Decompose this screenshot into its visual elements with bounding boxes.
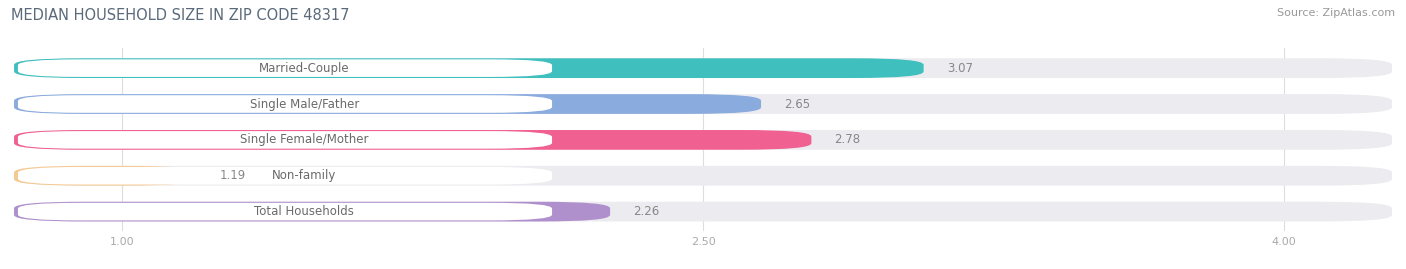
- FancyBboxPatch shape: [18, 167, 553, 185]
- FancyBboxPatch shape: [18, 131, 553, 149]
- FancyBboxPatch shape: [14, 58, 924, 78]
- Text: Single Male/Father: Single Male/Father: [250, 98, 359, 111]
- FancyBboxPatch shape: [14, 94, 1392, 114]
- Text: Source: ZipAtlas.com: Source: ZipAtlas.com: [1277, 8, 1395, 18]
- FancyBboxPatch shape: [14, 202, 1392, 221]
- FancyBboxPatch shape: [18, 59, 553, 77]
- FancyBboxPatch shape: [14, 58, 1392, 78]
- FancyBboxPatch shape: [14, 130, 1392, 150]
- FancyBboxPatch shape: [14, 202, 610, 221]
- FancyBboxPatch shape: [14, 166, 195, 186]
- Text: Non-family: Non-family: [273, 169, 336, 182]
- FancyBboxPatch shape: [14, 94, 761, 114]
- FancyBboxPatch shape: [18, 203, 553, 220]
- Text: Married-Couple: Married-Couple: [259, 62, 350, 75]
- Text: Total Households: Total Households: [254, 205, 354, 218]
- Text: MEDIAN HOUSEHOLD SIZE IN ZIP CODE 48317: MEDIAN HOUSEHOLD SIZE IN ZIP CODE 48317: [11, 8, 350, 23]
- FancyBboxPatch shape: [14, 166, 1392, 186]
- Text: 2.78: 2.78: [835, 133, 860, 146]
- Text: 2.65: 2.65: [785, 98, 810, 111]
- FancyBboxPatch shape: [18, 95, 553, 113]
- Text: Single Female/Mother: Single Female/Mother: [240, 133, 368, 146]
- Text: 3.07: 3.07: [946, 62, 973, 75]
- FancyBboxPatch shape: [14, 130, 811, 150]
- Text: 2.26: 2.26: [633, 205, 659, 218]
- Text: 1.19: 1.19: [219, 169, 246, 182]
